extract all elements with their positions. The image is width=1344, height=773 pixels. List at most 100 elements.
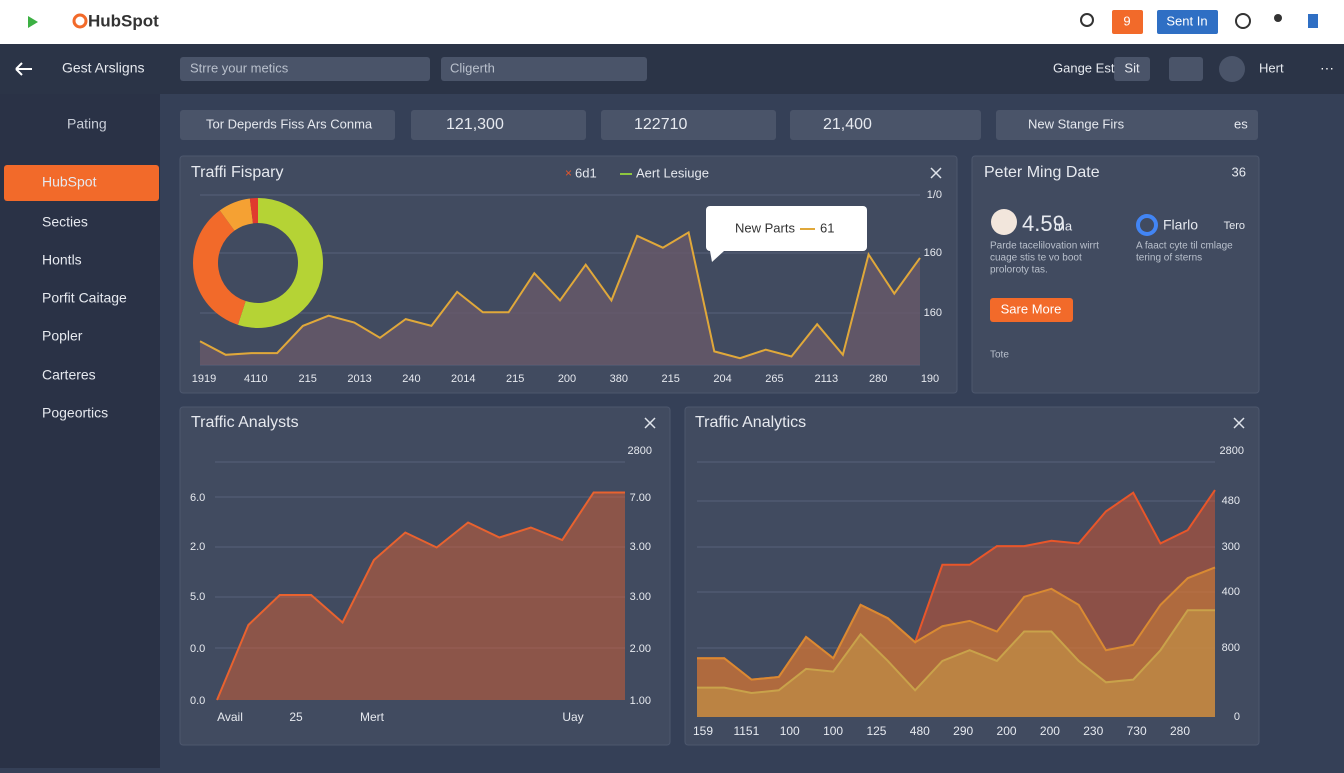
x-label: 25	[289, 710, 303, 724]
axis-label: 2800	[628, 445, 652, 457]
filter[interactable]	[411, 110, 586, 140]
x-label: 265	[765, 373, 783, 385]
y-label: 0.0	[190, 643, 205, 655]
line	[697, 566, 1216, 681]
tooltip-label: New Parts	[735, 220, 795, 235]
logo	[72, 13, 88, 29]
stat-unit: ma	[1054, 218, 1073, 233]
more-icon[interactable]: ···	[1320, 60, 1334, 76]
filter-text: 21,400	[823, 116, 872, 133]
axis-label: 2800	[1220, 445, 1244, 457]
y-label: 2.0	[190, 541, 205, 553]
avatar[interactable]	[1219, 56, 1245, 82]
filter-text: New Stange Firs	[1028, 116, 1125, 131]
description: cuage stis te vo boot	[990, 253, 1082, 264]
close[interactable]	[930, 167, 942, 179]
x-label: 4110	[244, 373, 268, 385]
y-label: 300	[1222, 541, 1240, 553]
sidebar-active[interactable]	[4, 165, 159, 201]
sent-button[interactable]	[1157, 10, 1218, 34]
search-placeholder: Strre your metics	[190, 60, 289, 75]
x-label: 200	[997, 724, 1017, 738]
x-label: 204	[713, 373, 731, 385]
x-label: 100	[823, 724, 843, 738]
more-button[interactable]	[990, 298, 1073, 322]
x-label: 280	[869, 373, 887, 385]
x-label: 280	[1170, 724, 1190, 738]
user-icon[interactable]	[1274, 14, 1282, 22]
filter[interactable]	[601, 110, 776, 140]
donut-slice	[237, 198, 324, 328]
x-label: 125	[866, 724, 886, 738]
filter[interactable]	[180, 110, 395, 140]
sidebar-item: Popler	[42, 328, 83, 344]
brand-tag: Tero	[1224, 220, 1245, 232]
account-tag: Sit	[1124, 60, 1140, 75]
y-label: 7.00	[630, 492, 651, 504]
y-label: 3.00	[630, 541, 651, 553]
y-label: 2.00	[630, 643, 651, 655]
x-label: 200	[558, 373, 576, 385]
sidebar-item: HubSpot	[42, 174, 97, 190]
chart-title: Traffic Analysts	[191, 414, 299, 431]
description: proloroty tas.	[990, 265, 1048, 276]
tooltip-tail	[710, 251, 724, 262]
x-label: Mert	[360, 710, 385, 724]
grid-button[interactable]	[1169, 57, 1203, 81]
field-text: Cligerth	[450, 60, 495, 75]
donut-slice	[249, 198, 258, 224]
y-label: 480	[1222, 495, 1240, 507]
user: Hert	[1259, 60, 1284, 75]
line	[697, 609, 1215, 694]
x-label: 380	[610, 373, 628, 385]
legend-label: 6d1	[575, 165, 597, 180]
tooltip-value: 61	[820, 220, 834, 235]
x-label: Uay	[562, 710, 583, 724]
sidebar-item: Secties	[42, 214, 88, 230]
close-icons	[644, 167, 1245, 429]
donut-slice	[193, 210, 246, 325]
x-label: 215	[506, 373, 524, 385]
x-label: 230	[1083, 724, 1103, 738]
x-label: 1919	[192, 373, 216, 385]
badge-text: 9	[1123, 13, 1130, 28]
legend-label: Aert Lesiuge	[636, 165, 709, 180]
button-text: Sent In	[1166, 13, 1207, 28]
filter-text: es	[1234, 116, 1248, 131]
area	[697, 567, 1215, 717]
search-icon[interactable]	[1080, 13, 1094, 27]
x-label: 480	[910, 724, 930, 738]
sidebar-item: Carteres	[42, 367, 96, 383]
button-text: Sare More	[1001, 301, 1062, 316]
chart-title: Traffic Analytics	[695, 414, 806, 431]
search-box[interactable]	[180, 57, 430, 81]
x-label: 290	[953, 724, 973, 738]
close[interactable]	[1233, 417, 1245, 429]
filter[interactable]	[996, 110, 1258, 140]
area	[200, 232, 920, 365]
description: tering of sterns	[1136, 253, 1202, 264]
stat: 4.59	[1022, 211, 1065, 236]
brand-name: Flarlo	[1163, 217, 1198, 233]
help-icon[interactable]	[1235, 13, 1251, 29]
y-label: 0.0	[190, 695, 205, 707]
apps-icon[interactable]	[1308, 14, 1318, 28]
close[interactable]	[644, 417, 656, 429]
line	[216, 491, 625, 701]
filter-text: 122710	[634, 116, 687, 133]
tag-box[interactable]	[1114, 57, 1150, 81]
area	[217, 492, 625, 700]
y-label: 160	[924, 307, 942, 319]
x-label: 730	[1127, 724, 1147, 738]
y-label: 800	[1222, 642, 1240, 654]
back-arrow[interactable]	[15, 62, 32, 76]
x-label: 240	[402, 373, 420, 385]
x-label: 190	[921, 373, 939, 385]
badge[interactable]	[1112, 10, 1143, 34]
field-box[interactable]	[441, 57, 647, 81]
card	[179, 406, 671, 746]
filter[interactable]	[790, 110, 981, 140]
y-label: 3.00	[630, 591, 651, 603]
card-title: Peter Ming Date	[984, 164, 1100, 181]
